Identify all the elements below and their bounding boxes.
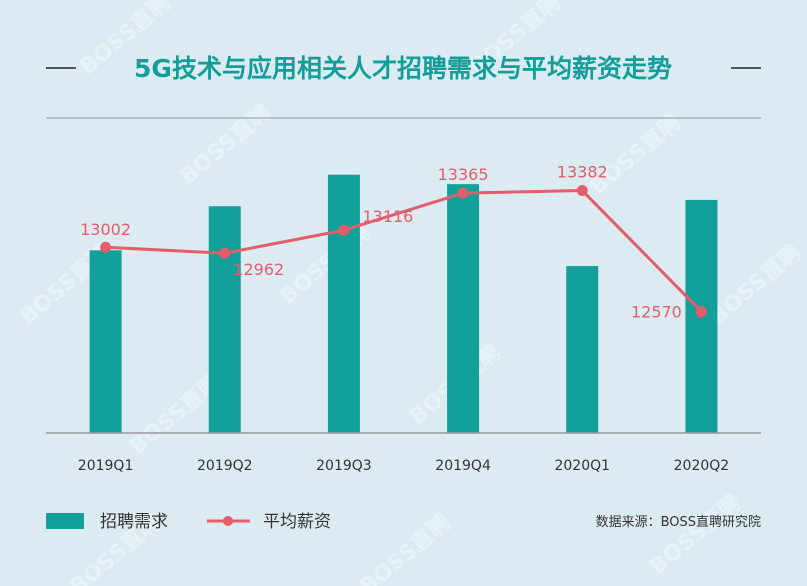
source-note: 数据来源：BOSS直聘研究院 (596, 515, 761, 530)
salary-point (457, 187, 469, 199)
x-tick-label: 2019Q2 (197, 458, 253, 474)
line-series: 13002 12962 13116 13365 13382 12570 (80, 163, 707, 322)
salary-point (576, 185, 588, 197)
x-tick-label: 2019Q3 (316, 458, 372, 474)
salary-data-label: 13365 (438, 165, 489, 184)
watermark-text: BOSS直聘 (705, 239, 806, 330)
salary-data-label: 12962 (233, 260, 284, 279)
legend-swatch-demand (46, 513, 84, 529)
bar-2019q4 (447, 184, 480, 433)
salary-data-label: 13002 (80, 220, 131, 239)
salary-data-label: 12570 (631, 303, 682, 322)
watermark-text: BOSS直聘 (645, 489, 746, 580)
bar-2019q3 (327, 174, 360, 433)
bar-2019q2 (208, 206, 241, 433)
bar-2019q1 (89, 250, 122, 433)
chart-title: 5G技术与应用相关人才招聘需求与平均薪资走势 (134, 54, 672, 83)
x-tick-label: 2020Q2 (674, 458, 730, 474)
salary-line (105, 189, 703, 313)
legend-label-salary: 平均薪资 (263, 512, 331, 532)
x-tick-label: 2019Q1 (78, 458, 134, 474)
x-tick-label: 2020Q1 (554, 458, 610, 474)
x-axis-ticks: 2019Q1 2019Q2 2019Q3 2019Q4 2020Q1 2020Q2 (78, 458, 729, 474)
legend-swatch-salary-dot (223, 516, 233, 526)
salary-data-label: 13382 (557, 163, 608, 182)
salary-point (219, 247, 231, 259)
salary-point (100, 241, 112, 253)
x-tick-label: 2019Q4 (435, 458, 491, 474)
salary-point (695, 306, 707, 318)
watermark-text: BOSS直聘 (585, 109, 686, 200)
legend: 招聘需求 平均薪资 (46, 512, 331, 532)
salary-point (338, 224, 350, 236)
salary-data-label: 13116 (362, 207, 413, 226)
watermark-text: BOSS直聘 (175, 99, 276, 190)
watermark-text: BOSS直聘 (355, 509, 456, 586)
bar-2020q1 (566, 266, 599, 433)
legend-label-demand: 招聘需求 (100, 512, 168, 532)
bar-series (89, 174, 718, 433)
